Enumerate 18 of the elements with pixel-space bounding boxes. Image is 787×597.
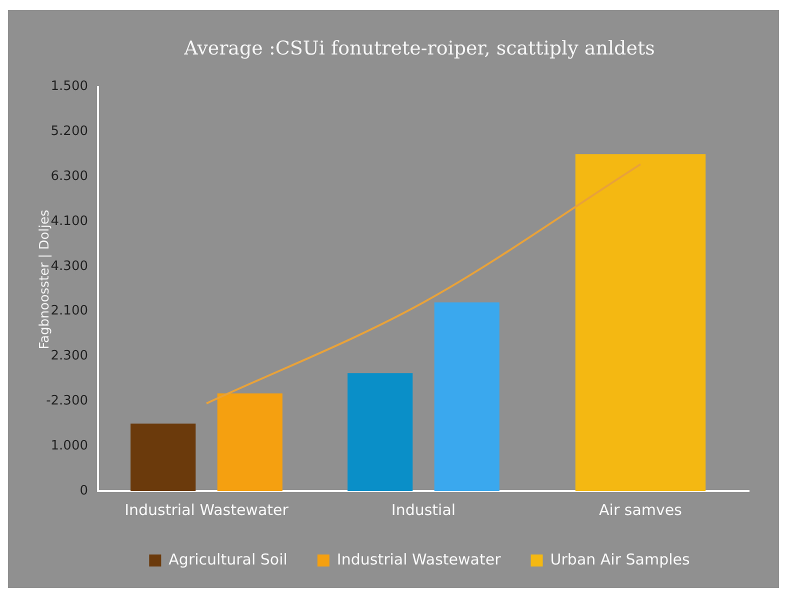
text: -2.300	[46, 394, 88, 409]
text: 0	[80, 483, 88, 498]
chart-title: Average :CSUi fonutrete-roiper, scattiply anldets	[183, 37, 655, 60]
x-tick-label: Industial	[391, 500, 456, 519]
y-axis-title: Fagbnoosster | Doljes	[38, 210, 52, 350]
text: 1.500	[50, 79, 88, 94]
legend-label: Urban Air Samples	[550, 550, 690, 568]
legend-label: Industrial Wastewater	[336, 550, 502, 568]
text: 5.200	[50, 124, 88, 140]
legend-label: Agricultural Soil	[168, 550, 288, 568]
x-tick-label: Industrial Wastewater	[124, 500, 290, 519]
text: 4.100	[50, 214, 88, 229]
text: 4.300	[50, 258, 88, 274]
text: 1.000	[50, 438, 88, 454]
text: 2.100	[50, 304, 88, 319]
x-tick-label: Air samves	[599, 500, 682, 519]
text: 2.300	[50, 348, 88, 364]
text: 6.300	[50, 168, 88, 184]
